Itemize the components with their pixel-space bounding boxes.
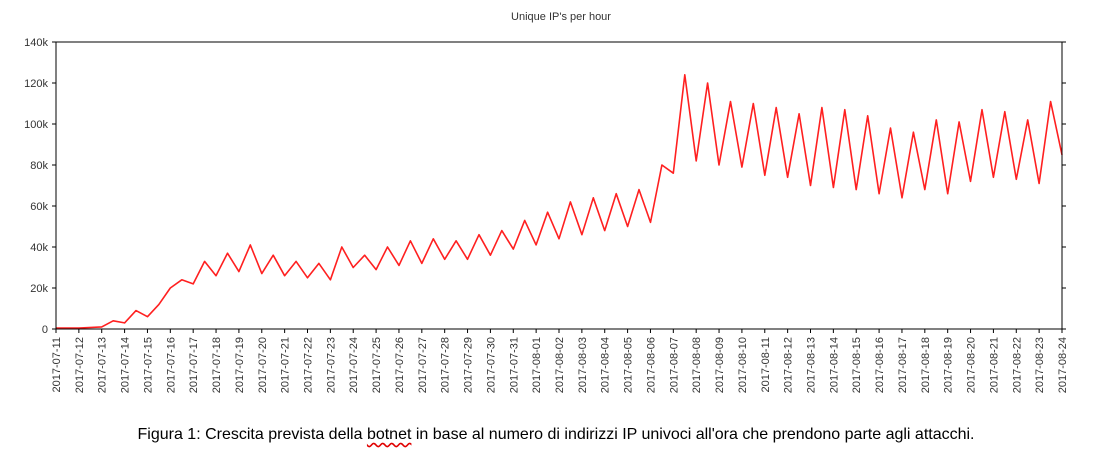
- x-tick-label: 2017-08-06: [645, 337, 657, 393]
- x-tick-label: 2017-07-16: [165, 337, 177, 393]
- x-tick-label: 2017-08-20: [966, 337, 978, 393]
- y-tick-label: 140k: [24, 37, 48, 49]
- x-axis: 2017-07-11 2017-07-12 2017-07-13 2017-07-14…: [51, 329, 1069, 393]
- series-line-0: [56, 74, 1063, 329]
- x-tick-label: 2017-07-28: [440, 337, 452, 393]
- x-tick-label: 2017-07-15: [142, 337, 154, 393]
- x-tick-label: 2017-07-11: [51, 337, 63, 392]
- x-tick-label: 2017-08-23: [1034, 337, 1046, 393]
- x-tick-label: 2017-08-22: [1011, 337, 1023, 393]
- series-layer: [56, 74, 1063, 329]
- x-tick-label: 2017-07-20: [257, 337, 269, 393]
- x-tick-label: 2017-08-07: [668, 337, 680, 393]
- x-tick-label: 2017-07-23: [325, 337, 337, 393]
- x-tick-label: 2017-07-12: [74, 337, 86, 393]
- x-tick-label: 2017-08-05: [623, 337, 635, 393]
- x-tick-label: 2017-07-26: [394, 337, 406, 393]
- x-tick-label: 2017-08-16: [874, 337, 886, 393]
- x-tick-label: 2017-08-15: [851, 337, 863, 393]
- x-tick-label: 2017-07-22: [303, 337, 315, 393]
- chart-title: Unique IP's per hour: [511, 11, 611, 23]
- y-tick-label: 40k: [30, 242, 48, 254]
- x-tick-label: 2017-08-04: [600, 337, 612, 393]
- y-axis: 0 20k 40k 60k 80k 100k 120k 140k: [24, 37, 1066, 336]
- x-tick-label: 2017-07-18: [211, 337, 223, 393]
- x-tick-label: 2017-08-13: [806, 337, 818, 393]
- x-tick-label: 2017-08-01: [531, 337, 543, 393]
- x-tick-label: 2017-07-21: [280, 337, 292, 393]
- x-tick-label: 2017-08-08: [691, 337, 703, 393]
- x-tick-label: 2017-08-03: [577, 337, 589, 393]
- x-tick-label: 2017-07-17: [188, 337, 200, 393]
- x-tick-label: 2017-08-24: [1057, 337, 1069, 393]
- x-tick-label: 2017-08-19: [943, 337, 955, 393]
- x-tick-label: 2017-07-19: [234, 337, 246, 393]
- x-tick-label: 2017-07-13: [97, 337, 109, 393]
- caption-text-after: in base al numero di indirizzi IP univoc…: [411, 426, 975, 443]
- x-tick-label: 2017-07-30: [485, 337, 497, 393]
- x-tick-label: 2017-08-09: [714, 337, 726, 393]
- y-tick-label: 60k: [30, 201, 48, 213]
- y-tick-label: 80k: [30, 160, 48, 172]
- y-tick-label: 100k: [24, 119, 48, 131]
- y-tick-label: 20k: [30, 283, 48, 295]
- x-tick-label: 2017-07-29: [463, 337, 475, 393]
- x-tick-label: 2017-08-18: [920, 337, 932, 393]
- x-tick-label: 2017-08-14: [828, 337, 840, 393]
- y-tick-label: 0: [42, 324, 48, 336]
- caption-text-before: Figura 1: Crescita prevista della: [137, 426, 367, 443]
- x-tick-label: 2017-08-10: [737, 337, 749, 393]
- x-tick-label: 2017-07-27: [417, 337, 429, 393]
- line-chart: Unique IP's per hour 0 20k 40k 60k 80k 100k 12…: [24, 11, 1069, 393]
- y-tick-label: 120k: [24, 78, 48, 90]
- figure-caption: Figura 1: Crescita prevista della botnet…: [0, 426, 1112, 444]
- x-tick-label: 2017-08-17: [897, 337, 909, 393]
- x-tick-label: 2017-08-02: [554, 337, 566, 393]
- x-tick-label: 2017-08-12: [783, 337, 795, 393]
- x-tick-label: 2017-07-24: [348, 337, 360, 393]
- x-tick-label: 2017-08-21: [988, 337, 1000, 393]
- x-tick-label: 2017-07-25: [371, 337, 383, 393]
- plot-frame: [55, 41, 1063, 330]
- x-tick-label: 2017-07-14: [120, 337, 132, 393]
- x-tick-label: 2017-08-11: [760, 337, 772, 392]
- caption-botnet-word: botnet: [366, 426, 412, 443]
- x-tick-label: 2017-07-31: [508, 337, 520, 393]
